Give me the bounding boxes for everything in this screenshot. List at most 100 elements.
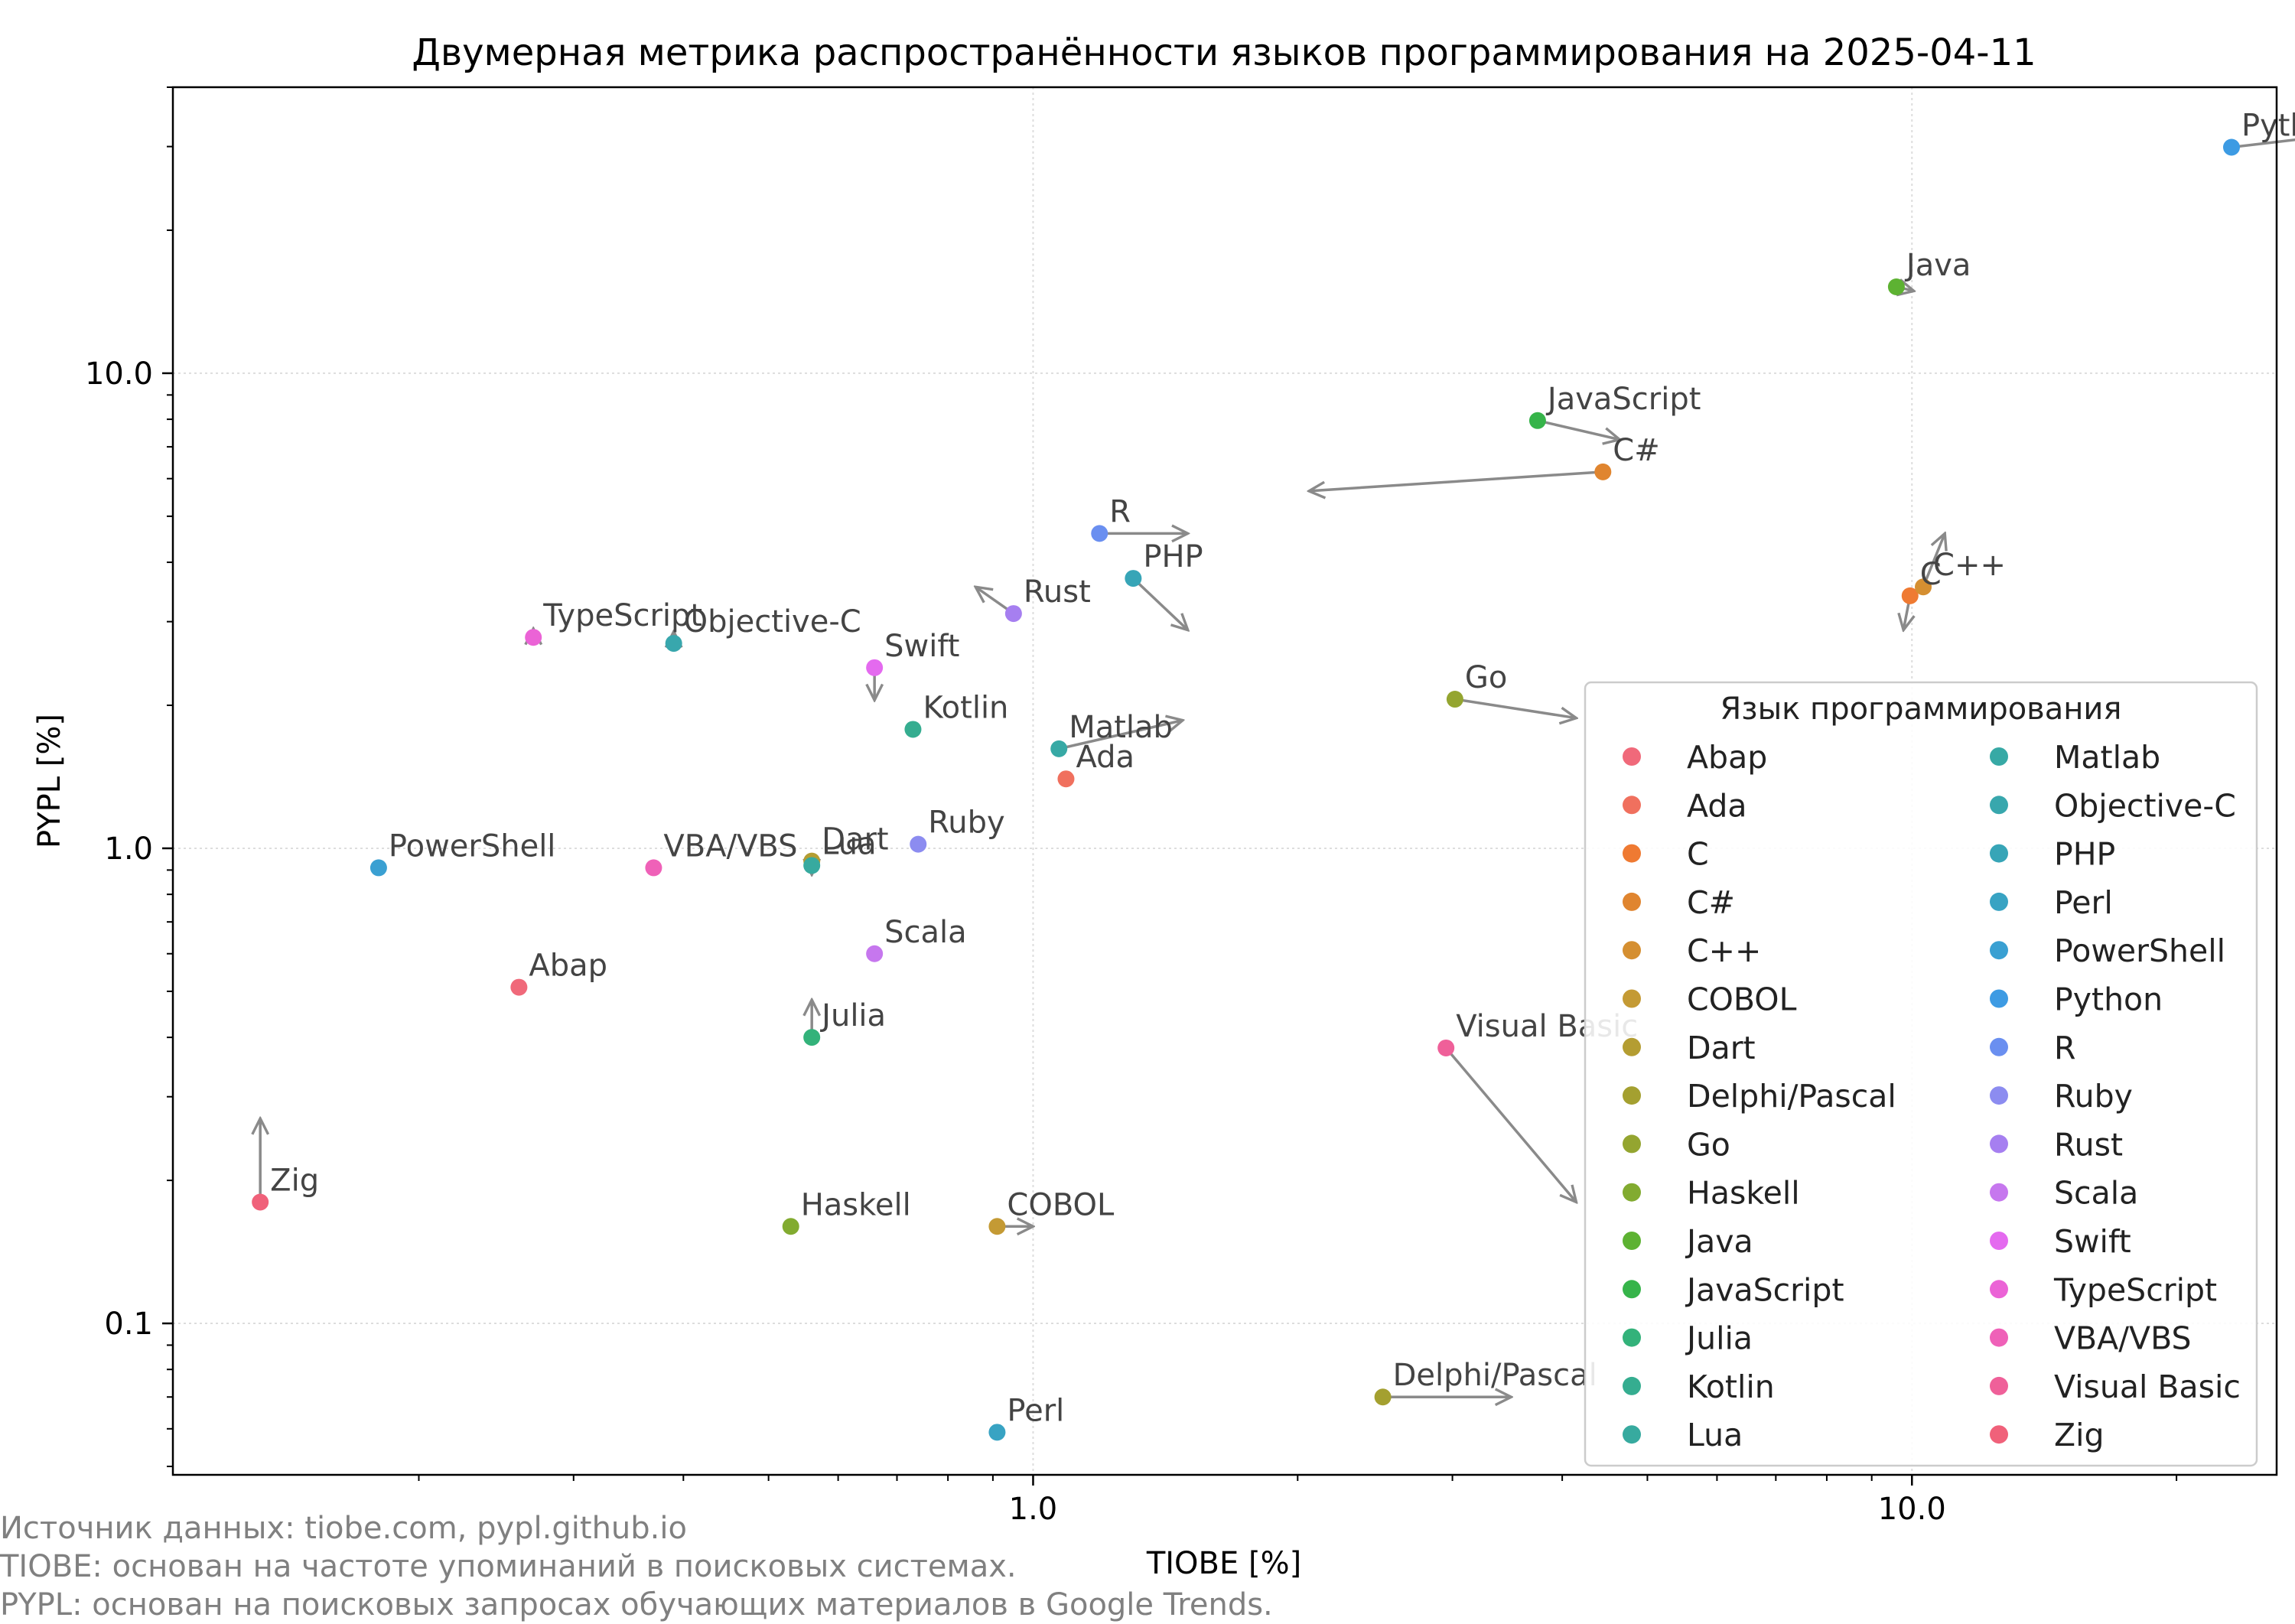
legend-label-swift: Swift: [2054, 1223, 2131, 1260]
legend-marker-dart: [1623, 1037, 1641, 1056]
point-c: [1901, 587, 1919, 604]
legend-label-scala: Scala: [2054, 1175, 2138, 1212]
legend-label-go: Go: [1687, 1126, 1730, 1163]
point-objective-c: [665, 635, 682, 653]
legend-marker-rust: [1990, 1134, 2008, 1154]
legend-label-java: Java: [1685, 1223, 1753, 1260]
point-label-julia: Julia: [819, 998, 886, 1033]
legend-label-lua: Lua: [1687, 1417, 1743, 1453]
point-label-typescript: TypeScript: [542, 598, 702, 633]
legend-marker-php: [1990, 844, 2008, 863]
legend-label-c: C: [1687, 836, 1709, 873]
point-typescript: [525, 629, 542, 646]
legend-marker-java: [1623, 1232, 1641, 1250]
chart-title: Двумерная метрика распространённости язы…: [412, 31, 2036, 74]
legend-marker-scala: [1990, 1183, 2008, 1202]
plot-frame: [171, 86, 2278, 1476]
arrow-javascript: [1537, 419, 1620, 440]
legend-marker-lua: [1623, 1425, 1641, 1444]
point-lua: [803, 857, 821, 874]
point-kotlin: [904, 721, 922, 738]
arrow-c: [1922, 533, 1945, 587]
legend-label-c: C++: [1687, 932, 1761, 969]
legend-label-powershell: PowerShell: [2054, 932, 2225, 969]
footnote-tiobe: TIOBE: основан на частоте упоминаний в п…: [0, 1549, 1017, 1584]
point-label-matlab: Matlab: [1069, 710, 1173, 745]
point-label-zig: Zig: [270, 1163, 319, 1198]
point-label-perl: Perl: [1007, 1393, 1064, 1428]
point-c: [1594, 463, 1612, 480]
point-label-python: Python: [2241, 108, 2295, 143]
footnote-pypl: PYPL: основан на поисковых запросах обуч…: [0, 1587, 1273, 1622]
point-python: [2222, 138, 2240, 156]
legend-label-haskell: Haskell: [1687, 1175, 1800, 1212]
arrow-c: [1309, 470, 1603, 491]
legend-label-matlab: Matlab: [2054, 739, 2160, 776]
legend-title: Язык программирования: [1720, 692, 2122, 727]
point-labels: Abap Ada C C# C++ COBOL Dart Delphi/Pascal Go Has…: [270, 108, 2295, 1428]
point-go: [1446, 691, 1463, 708]
legend-marker-julia: [1623, 1328, 1641, 1347]
point-label-php: PHP: [1143, 539, 1203, 574]
point-label-scala: Scala: [884, 915, 967, 950]
point-label-r: R: [1109, 494, 1131, 529]
y-tick-label: 1.0: [104, 832, 153, 867]
point-label-abap: Abap: [529, 949, 607, 984]
legend-marker-cobol: [1623, 989, 1641, 1008]
point-label-go: Go: [1465, 660, 1507, 695]
point-label-java: Java: [1904, 248, 1971, 283]
legend-marker-javascript: [1623, 1280, 1641, 1299]
point-label-dart: Dart: [822, 822, 888, 858]
legend-label-typescript: TypeScript: [2053, 1271, 2217, 1308]
legend-label-visual-basic: Visual Basic: [2054, 1369, 2241, 1405]
point-label-rust: Rust: [1024, 574, 1091, 610]
x-axis-label: TIOBE [%]: [1146, 1546, 1301, 1581]
legend-marker-kotlin: [1623, 1376, 1641, 1395]
point-scala: [866, 945, 884, 962]
legend-marker-delphi-pascal: [1623, 1086, 1641, 1105]
legend-marker-r: [1990, 1037, 2008, 1056]
arrow-visual-basic: [1444, 1046, 1576, 1203]
point-haskell: [782, 1218, 799, 1235]
legend-marker-python: [1990, 989, 2008, 1008]
legend-label-javascript: JavaScript: [1685, 1271, 1844, 1308]
x-tick-label: 1.0: [1009, 1492, 1058, 1527]
legend-label-c: C#: [1687, 884, 1735, 921]
y-tick-label: 10.0: [85, 356, 153, 392]
point-cobol: [988, 1218, 1006, 1235]
point-label-vba-vbs: VBA/VBS: [663, 828, 797, 864]
legend-label-php: PHP: [2054, 836, 2115, 873]
point-label-javascript: JavaScript: [1545, 382, 1701, 417]
legend-marker-c: [1623, 941, 1641, 960]
legend-marker-haskell: [1623, 1183, 1641, 1202]
legend-marker-vba-vbs: [1990, 1328, 2008, 1347]
point-perl: [988, 1424, 1006, 1441]
arrow-php: [1132, 577, 1187, 630]
legend-label-r: R: [2054, 1030, 2076, 1066]
point-rust: [1004, 605, 1022, 623]
legend-label-dart: Dart: [1687, 1030, 1756, 1066]
legend-marker-ruby: [1990, 1086, 2008, 1105]
point-abap: [510, 978, 528, 996]
legend-marker-zig: [1990, 1425, 2008, 1444]
point-visual-basic: [1437, 1039, 1455, 1056]
legend-label-cobol: COBOL: [1687, 981, 1797, 1018]
point-vba-vbs: [645, 859, 662, 877]
arrow-go: [1454, 698, 1577, 718]
point-label-ruby: Ruby: [928, 805, 1004, 841]
point-powershell: [369, 859, 387, 877]
data-points: [252, 138, 2240, 1441]
x-axis-ticks: 1.0 10.0: [418, 1475, 2178, 1527]
point-ruby: [910, 835, 927, 853]
legend-label-delphi-pascal: Delphi/Pascal: [1687, 1078, 1896, 1115]
legend-marker-powershell: [1990, 941, 2008, 960]
arrow-matlab: [1058, 721, 1183, 750]
legend-marker-swift: [1990, 1232, 2008, 1250]
legend-label-vba-vbs: VBA/VBS: [2054, 1320, 2192, 1357]
legend-marker-c: [1623, 844, 1641, 863]
legend: Язык программирования Abap Ada C C# C++ COBOL…: [1584, 681, 2258, 1467]
legend-marker-go: [1623, 1134, 1641, 1154]
y-tick-label: 0.1: [104, 1307, 153, 1342]
point-r: [1091, 525, 1108, 542]
